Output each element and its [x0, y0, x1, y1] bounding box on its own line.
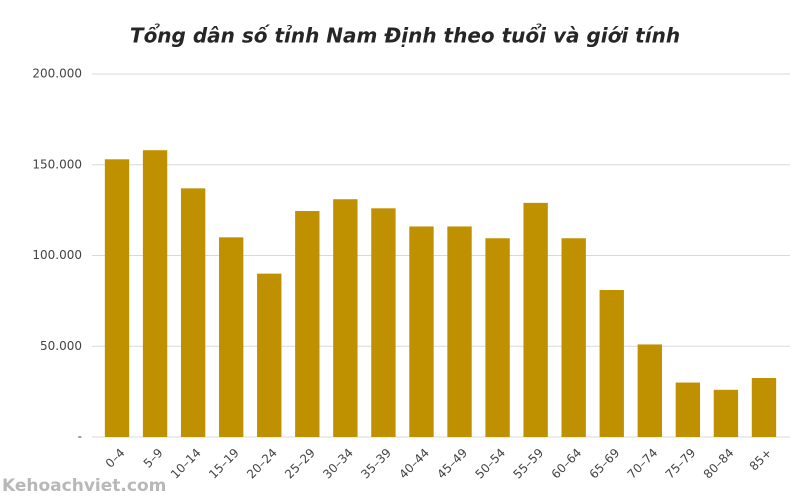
watermark: Kehoachviet.com [2, 476, 166, 496]
x-tick-label: 35–39 [358, 446, 394, 482]
bar [637, 344, 662, 437]
bar [257, 273, 282, 437]
x-tick-label: 10–14 [168, 446, 204, 482]
x-tick-label: 0–4 [103, 446, 128, 471]
bar [371, 208, 396, 437]
bar [599, 289, 624, 437]
bar [675, 382, 701, 437]
x-tick-label: 85+ [747, 446, 775, 474]
bar [409, 226, 434, 437]
bar [447, 226, 472, 437]
bar [751, 378, 777, 437]
x-tick-label: 70–74 [625, 446, 661, 482]
x-tick-label: 50–54 [472, 446, 508, 482]
x-tick-label: 45–49 [434, 446, 470, 482]
bar [713, 389, 739, 437]
x-tick-label: 30–34 [320, 446, 356, 482]
y-tick-label: 150.000 [32, 157, 82, 171]
bar [485, 238, 510, 437]
x-tick-label: 25–29 [282, 446, 318, 482]
y-tick-label: 100.000 [32, 248, 82, 262]
x-tick-label: 55–59 [510, 446, 546, 482]
bar [219, 237, 244, 437]
x-tick-label: 80–84 [701, 446, 737, 482]
bar [561, 238, 586, 437]
y-tick-label: 200.000 [32, 67, 82, 81]
x-tick-label: 75–79 [663, 446, 699, 482]
bar [142, 150, 168, 438]
bar [523, 202, 548, 437]
bar [180, 188, 206, 437]
chart-title: Tổng dân số tỉnh Nam Định theo tuổi và g… [130, 24, 680, 48]
x-tick-label: 15–19 [206, 446, 242, 482]
y-tick-label: 50.000 [40, 339, 82, 353]
bar [295, 211, 320, 437]
y-tick-label: - [78, 430, 82, 444]
x-tick-label: 20–24 [244, 446, 280, 482]
x-tick-label: 60–64 [549, 446, 585, 482]
bar [104, 159, 130, 437]
x-tick-label: 65–69 [587, 446, 623, 482]
bar [333, 199, 358, 437]
x-tick-label: 5–9 [141, 446, 166, 471]
x-tick-label: 40–44 [396, 446, 432, 482]
